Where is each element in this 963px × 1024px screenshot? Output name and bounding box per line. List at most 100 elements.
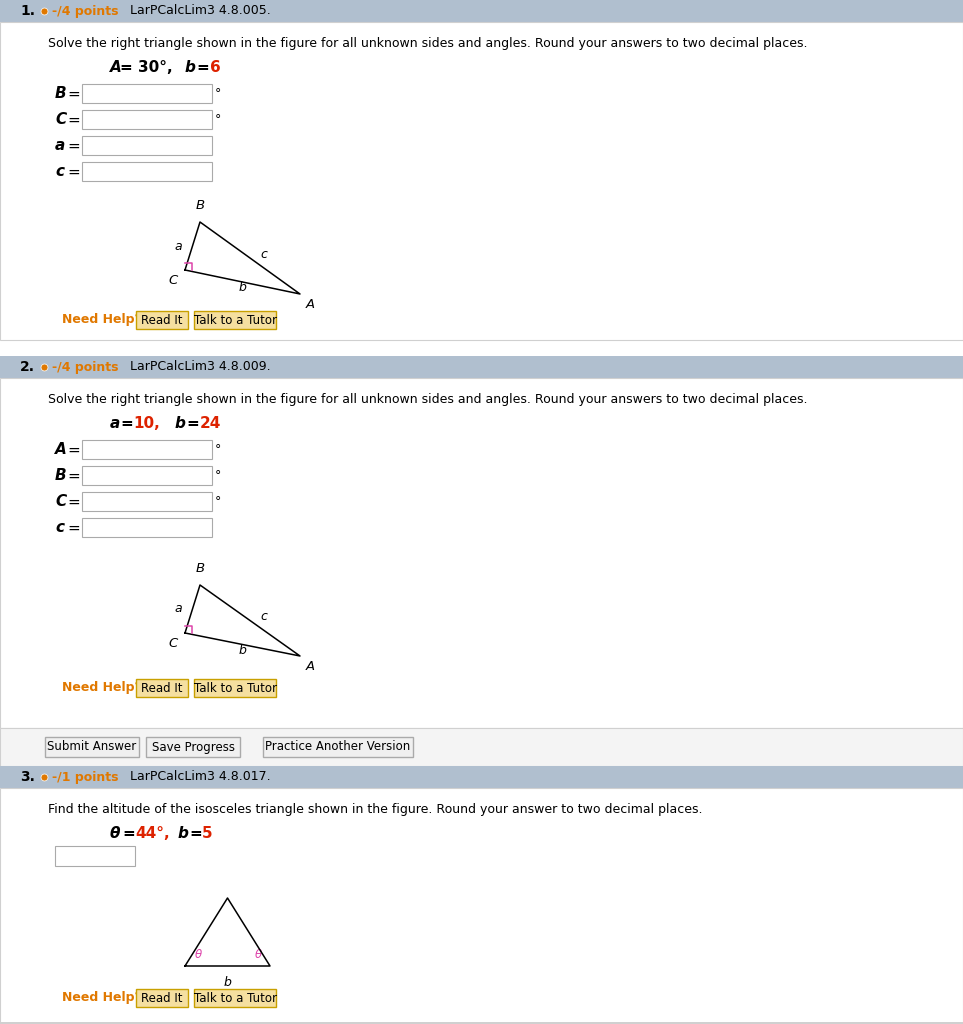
- Text: C: C: [169, 637, 178, 650]
- Bar: [82, 136, 212, 155]
- Text: c: c: [55, 165, 64, 179]
- Text: =: =: [67, 138, 80, 154]
- Text: a: a: [55, 138, 65, 154]
- Text: LarPCalcLim3 4.8.017.: LarPCalcLim3 4.8.017.: [130, 770, 271, 783]
- Bar: [0, 356, 963, 378]
- Bar: [263, 737, 413, 757]
- Text: 44°,: 44°,: [135, 825, 169, 841]
- Text: b: b: [223, 976, 231, 989]
- Text: Talk to a Tutor: Talk to a Tutor: [194, 991, 276, 1005]
- Text: °: °: [215, 443, 221, 457]
- Text: -/4 points: -/4 points: [52, 360, 118, 374]
- Text: a: a: [175, 240, 183, 253]
- Text: Read It: Read It: [142, 991, 183, 1005]
- Text: θ: θ: [195, 948, 202, 961]
- Bar: [136, 989, 188, 1007]
- Text: Save Progress: Save Progress: [151, 740, 235, 754]
- Bar: [194, 679, 276, 697]
- Text: b: b: [185, 59, 195, 75]
- Text: °: °: [215, 87, 221, 100]
- Text: Talk to a Tutor: Talk to a Tutor: [194, 682, 276, 694]
- Text: Need Help?: Need Help?: [62, 313, 142, 327]
- Text: =: =: [67, 495, 80, 510]
- Text: =: =: [67, 469, 80, 483]
- Bar: [82, 518, 212, 537]
- Text: =: =: [67, 113, 80, 128]
- Bar: [0, 766, 963, 788]
- Bar: [0, 788, 963, 1024]
- Text: b: b: [175, 416, 186, 430]
- Text: 6: 6: [210, 59, 221, 75]
- Text: LarPCalcLim3 4.8.005.: LarPCalcLim3 4.8.005.: [130, 4, 271, 17]
- Text: A: A: [110, 59, 121, 75]
- Text: LarPCalcLim3 4.8.009.: LarPCalcLim3 4.8.009.: [130, 360, 271, 374]
- Bar: [82, 84, 212, 103]
- Text: =: =: [196, 59, 209, 75]
- Text: °: °: [215, 496, 221, 509]
- Text: Need Help?: Need Help?: [62, 991, 142, 1005]
- Text: C: C: [55, 495, 66, 510]
- Text: Practice Another Version: Practice Another Version: [266, 740, 410, 754]
- Text: Read It: Read It: [142, 682, 183, 694]
- Text: c: c: [260, 610, 267, 623]
- Text: Solve the right triangle shown in the figure for all unknown sides and angles. R: Solve the right triangle shown in the fi…: [48, 393, 808, 407]
- Text: Solve the right triangle shown in the figure for all unknown sides and angles. R: Solve the right triangle shown in the fi…: [48, 38, 808, 50]
- Text: θ: θ: [255, 948, 262, 961]
- Text: c: c: [55, 520, 64, 536]
- Text: A: A: [306, 298, 315, 311]
- Text: B: B: [55, 86, 66, 101]
- Text: Read It: Read It: [142, 313, 183, 327]
- Bar: [136, 311, 188, 329]
- Text: A: A: [55, 442, 66, 458]
- Text: B: B: [195, 199, 204, 212]
- Bar: [136, 679, 188, 697]
- Text: 2.: 2.: [20, 360, 35, 374]
- Bar: [0, 342, 963, 356]
- Text: =: =: [67, 165, 80, 179]
- Text: -/4 points: -/4 points: [52, 4, 118, 17]
- Text: C: C: [169, 274, 178, 287]
- Text: Find the altitude of the isosceles triangle shown in the figure. Round your answ: Find the altitude of the isosceles trian…: [48, 804, 702, 816]
- Text: 1.: 1.: [20, 4, 35, 18]
- Bar: [0, 728, 963, 766]
- Text: =: =: [67, 520, 80, 536]
- Bar: [0, 22, 963, 340]
- Text: 3.: 3.: [20, 770, 35, 784]
- Bar: [0, 378, 963, 728]
- Text: B: B: [55, 469, 66, 483]
- Text: =: =: [67, 442, 80, 458]
- Text: 24: 24: [200, 416, 221, 430]
- Text: -/1 points: -/1 points: [52, 770, 118, 783]
- Bar: [82, 466, 212, 485]
- Bar: [55, 846, 135, 866]
- Text: °: °: [215, 114, 221, 127]
- Text: 5: 5: [202, 825, 213, 841]
- Text: c: c: [260, 248, 267, 260]
- Text: =: =: [186, 416, 198, 430]
- Text: 10,: 10,: [133, 416, 160, 430]
- Text: B: B: [195, 562, 204, 575]
- Bar: [82, 492, 212, 511]
- Bar: [194, 311, 276, 329]
- Text: °: °: [215, 469, 221, 482]
- Bar: [146, 737, 240, 757]
- Text: a: a: [110, 416, 120, 430]
- Bar: [45, 737, 139, 757]
- Text: =: =: [122, 825, 135, 841]
- Text: θ: θ: [110, 825, 120, 841]
- Text: Submit Answer: Submit Answer: [47, 740, 137, 754]
- Text: a: a: [175, 602, 183, 615]
- Text: Need Help?: Need Help?: [62, 682, 142, 694]
- Bar: [82, 110, 212, 129]
- Text: b: b: [239, 644, 247, 657]
- Bar: [194, 989, 276, 1007]
- Text: = 30°,: = 30°,: [120, 59, 172, 75]
- Bar: [82, 162, 212, 181]
- Text: =: =: [189, 825, 202, 841]
- Text: A: A: [306, 660, 315, 673]
- Text: b: b: [178, 825, 189, 841]
- Text: Talk to a Tutor: Talk to a Tutor: [194, 313, 276, 327]
- Text: =: =: [67, 86, 80, 101]
- Text: b: b: [239, 281, 247, 294]
- Bar: [0, 0, 963, 22]
